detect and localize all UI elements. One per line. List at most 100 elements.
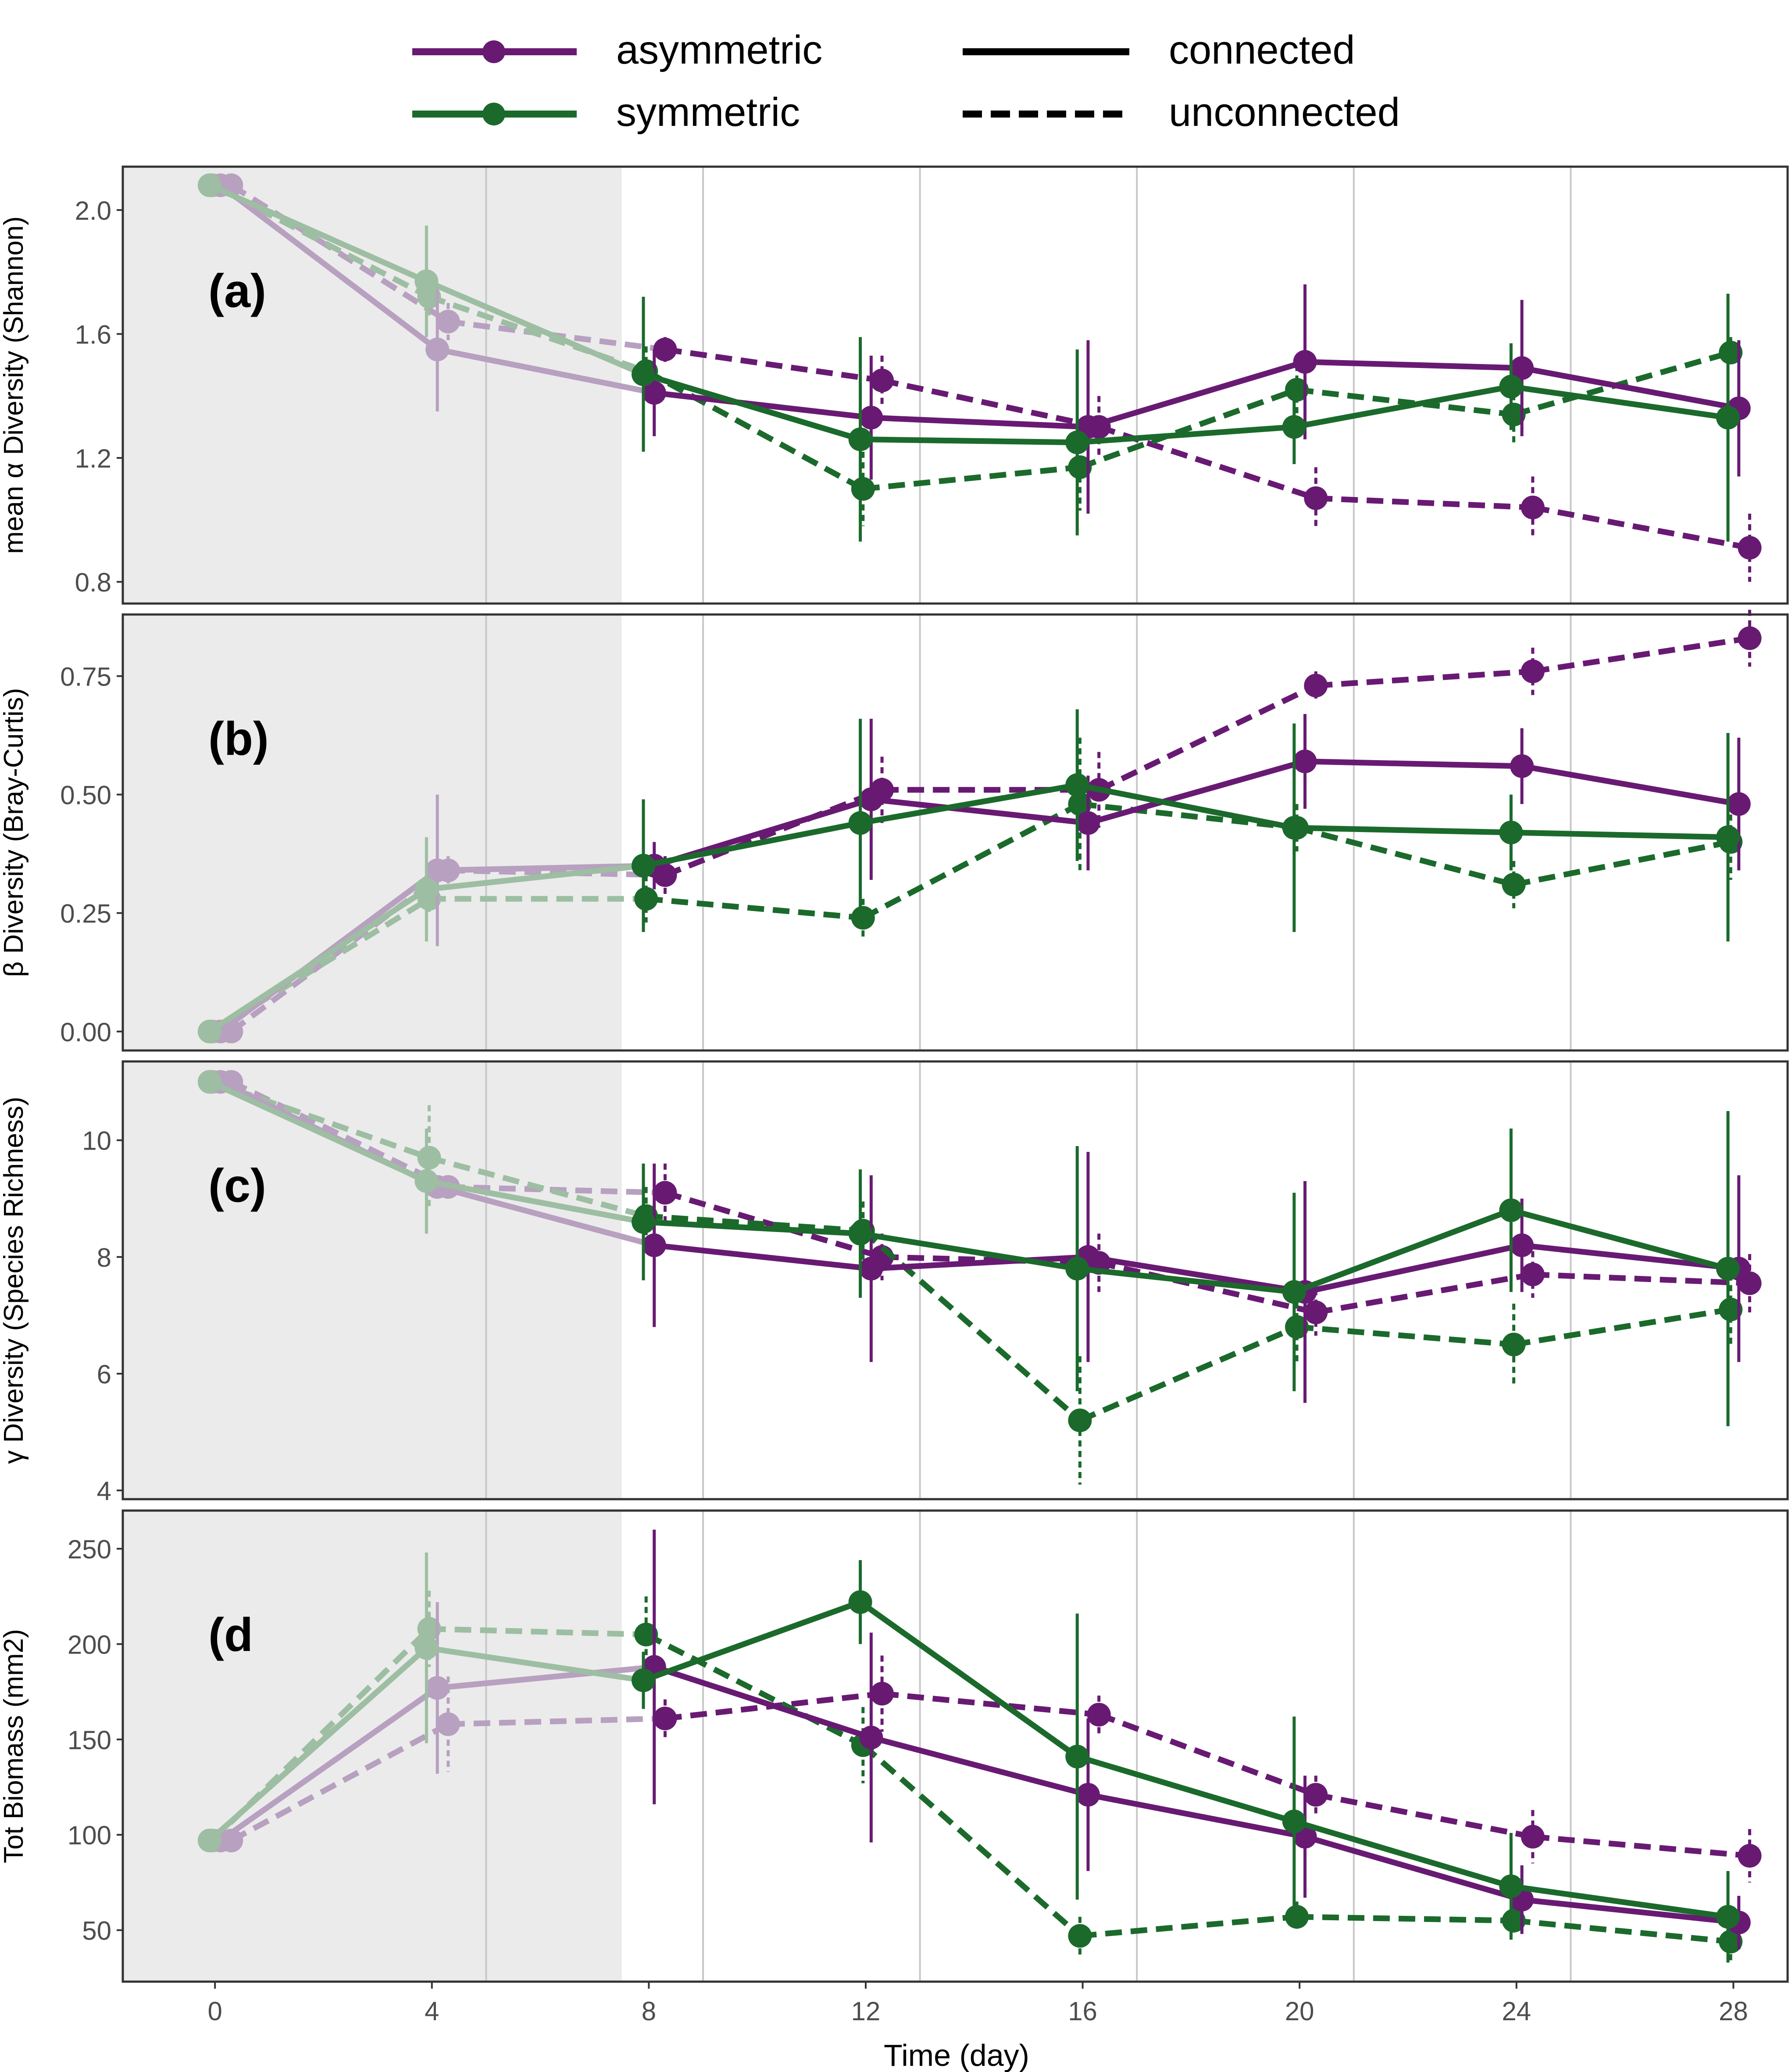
data-point [1719, 1929, 1743, 1954]
series-line-segment [664, 347, 882, 383]
legend-item-asymmetric: asymmetric [412, 28, 822, 72]
panel-frame [121, 1060, 1789, 1500]
x-tick-label: 16 [1068, 1997, 1097, 2026]
series-line-segment [646, 1213, 864, 1234]
data-point [1068, 1924, 1092, 1948]
series-line-segment [211, 896, 431, 1034]
series-line-segment [1513, 350, 1731, 418]
panel-label: (c) [208, 1159, 266, 1212]
shaded-region [123, 167, 622, 604]
series-line-segment [1076, 1754, 1295, 1824]
data-point [1282, 415, 1306, 439]
y-tick-label: 50 [82, 1916, 111, 1946]
series-line-segment [1087, 1254, 1306, 1295]
legend-label-unconnected: unconnected [1169, 90, 1400, 135]
data-point [425, 858, 450, 882]
series-line-segment [1087, 758, 1306, 826]
x-axis: 0 4 8 12 16 20 24 28 [208, 1982, 1748, 2026]
series-symmetric-connected [197, 1070, 1740, 1426]
panel-d: 50 100 150 200 250 Tot Biomass (mm2) (d [0, 1509, 1789, 1983]
series-line-segment [1521, 763, 1739, 807]
data-point [1521, 659, 1545, 683]
data-point [653, 1181, 677, 1205]
series-line-segment [1315, 1272, 1533, 1315]
series-line-segment [1097, 683, 1317, 793]
data-point [1716, 1257, 1740, 1281]
y-tick-label: 0.00 [60, 1018, 111, 1047]
data-point [1065, 430, 1089, 454]
y-tick-label: 0.50 [60, 781, 111, 810]
series-line-segment [654, 1242, 872, 1272]
y-axis-title: γ Diversity (Species Richness) [0, 1097, 29, 1464]
series-line-segment [1532, 635, 1750, 675]
x-tick-label: 20 [1285, 1997, 1314, 2026]
series-line-segment [425, 279, 645, 377]
series-line-segment [1076, 782, 1295, 831]
data-point [870, 368, 894, 393]
data-point [1716, 1905, 1740, 1929]
series-line-segment [208, 1079, 428, 1184]
series-line-segment [1296, 1324, 1514, 1347]
data-point [1087, 1703, 1111, 1727]
series-line-segment [882, 1690, 1099, 1718]
data-point [1499, 1874, 1523, 1898]
data-point [1293, 350, 1317, 374]
series-line-segment [208, 887, 428, 1034]
series-line-segment [1513, 839, 1731, 888]
series-line-segment [218, 1686, 439, 1843]
data-point [1499, 1198, 1523, 1222]
data-point [1510, 1233, 1534, 1257]
legend-label-asymmetric: asymmetric [616, 28, 822, 72]
data-point [436, 310, 460, 334]
data-point [425, 337, 450, 361]
data-point [1068, 1408, 1092, 1433]
series-line-segment [871, 796, 1089, 826]
data-point [1738, 626, 1762, 650]
series-symmetric-connected [197, 173, 1740, 542]
data-point [1285, 1905, 1309, 1929]
data-point [632, 362, 656, 386]
data-point [632, 854, 656, 878]
data-point [642, 381, 666, 405]
x-axis-title: Time (day) [884, 2038, 1029, 2072]
panel-label: (b) [208, 712, 269, 765]
series-line-segment [1513, 1307, 1731, 1347]
series-line-segment [1510, 384, 1728, 421]
series-line-segment [1077, 1265, 1295, 1295]
data-point [414, 877, 439, 901]
data-point [1282, 1809, 1306, 1833]
data-point [1304, 1300, 1328, 1325]
data-point [197, 1019, 221, 1043]
shaded-region [123, 1061, 622, 1499]
y-tick-label: 250 [68, 1535, 111, 1564]
data-point [197, 1070, 221, 1094]
series-line-segment [1315, 668, 1533, 689]
y-tick-label: 100 [68, 1821, 111, 1850]
series-line-segment [860, 436, 1078, 446]
y-tick-label: 0.8 [75, 568, 111, 597]
data-point [197, 1829, 221, 1853]
series-line-segment [1293, 384, 1512, 430]
data-point [859, 1257, 883, 1281]
series-line-segment [1315, 495, 1533, 511]
series-line-segment [426, 1178, 644, 1225]
series-line-segment [1294, 825, 1511, 836]
series-line-segment [1305, 758, 1522, 769]
series-line-segment [207, 1646, 428, 1843]
data-point [1502, 1908, 1526, 1933]
data-point [1502, 1333, 1526, 1357]
series-line-segment [436, 1184, 655, 1248]
data-point [1716, 406, 1740, 430]
y-axis-title: mean α Diversity (Shannon) [0, 216, 29, 554]
x-tick-label: 28 [1719, 1997, 1748, 2026]
y-tick-label: 0.75 [60, 662, 111, 691]
series-line-segment [1510, 1883, 1728, 1920]
series-line-segment [1511, 829, 1728, 840]
series-line-segment [643, 372, 861, 442]
data-point [197, 173, 221, 197]
series-line-segment [645, 1632, 864, 1748]
series-line-segment [642, 1599, 861, 1683]
legend-item-unconnected: unconnected [963, 90, 1400, 135]
data-point [632, 1668, 656, 1692]
panels: 0.8 1.2 1.6 2.0 mean α Diversity (Shannon) (a… [0, 165, 1789, 1983]
